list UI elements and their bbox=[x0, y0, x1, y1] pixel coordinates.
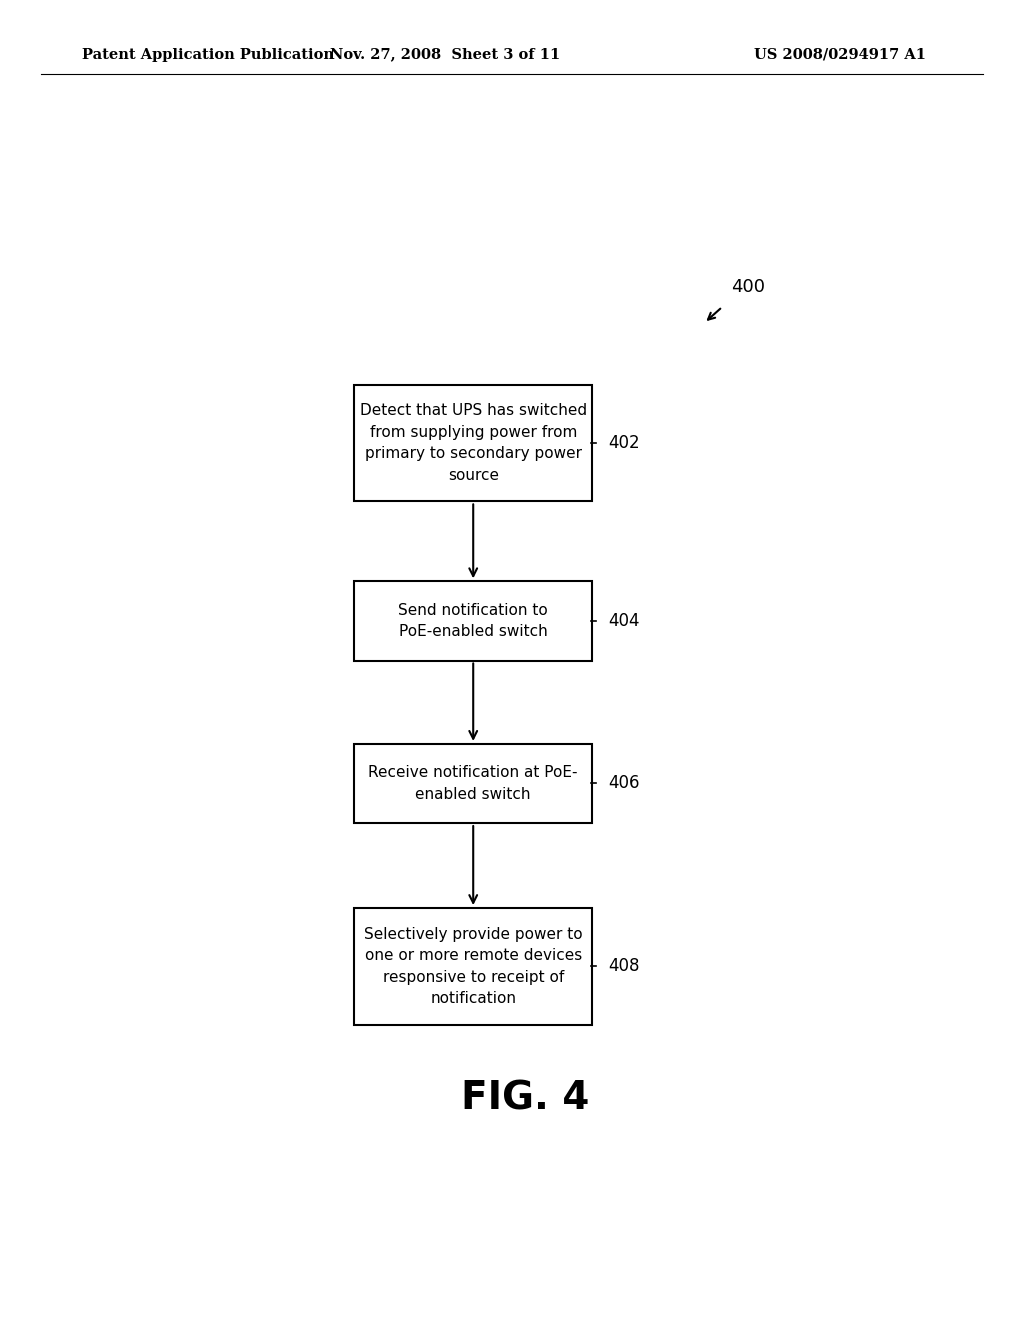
Text: 402: 402 bbox=[608, 434, 640, 451]
Text: Selectively provide power to
one or more remote devices
responsive to receipt of: Selectively provide power to one or more… bbox=[364, 927, 583, 1006]
FancyBboxPatch shape bbox=[354, 384, 592, 502]
Text: 406: 406 bbox=[608, 775, 640, 792]
FancyBboxPatch shape bbox=[354, 744, 592, 824]
Text: Receive notification at PoE-
enabled switch: Receive notification at PoE- enabled swi… bbox=[369, 766, 578, 801]
Text: Patent Application Publication: Patent Application Publication bbox=[82, 48, 334, 62]
Text: Detect that UPS has switched
from supplying power from
primary to secondary powe: Detect that UPS has switched from supply… bbox=[359, 403, 587, 483]
Text: 400: 400 bbox=[731, 277, 765, 296]
Text: Nov. 27, 2008  Sheet 3 of 11: Nov. 27, 2008 Sheet 3 of 11 bbox=[331, 48, 560, 62]
Text: FIG. 4: FIG. 4 bbox=[461, 1080, 589, 1118]
FancyBboxPatch shape bbox=[354, 908, 592, 1024]
Text: 404: 404 bbox=[608, 612, 640, 630]
Text: Send notification to
PoE-enabled switch: Send notification to PoE-enabled switch bbox=[398, 602, 548, 639]
Text: 408: 408 bbox=[608, 957, 640, 975]
FancyBboxPatch shape bbox=[354, 581, 592, 660]
Text: US 2008/0294917 A1: US 2008/0294917 A1 bbox=[754, 48, 926, 62]
